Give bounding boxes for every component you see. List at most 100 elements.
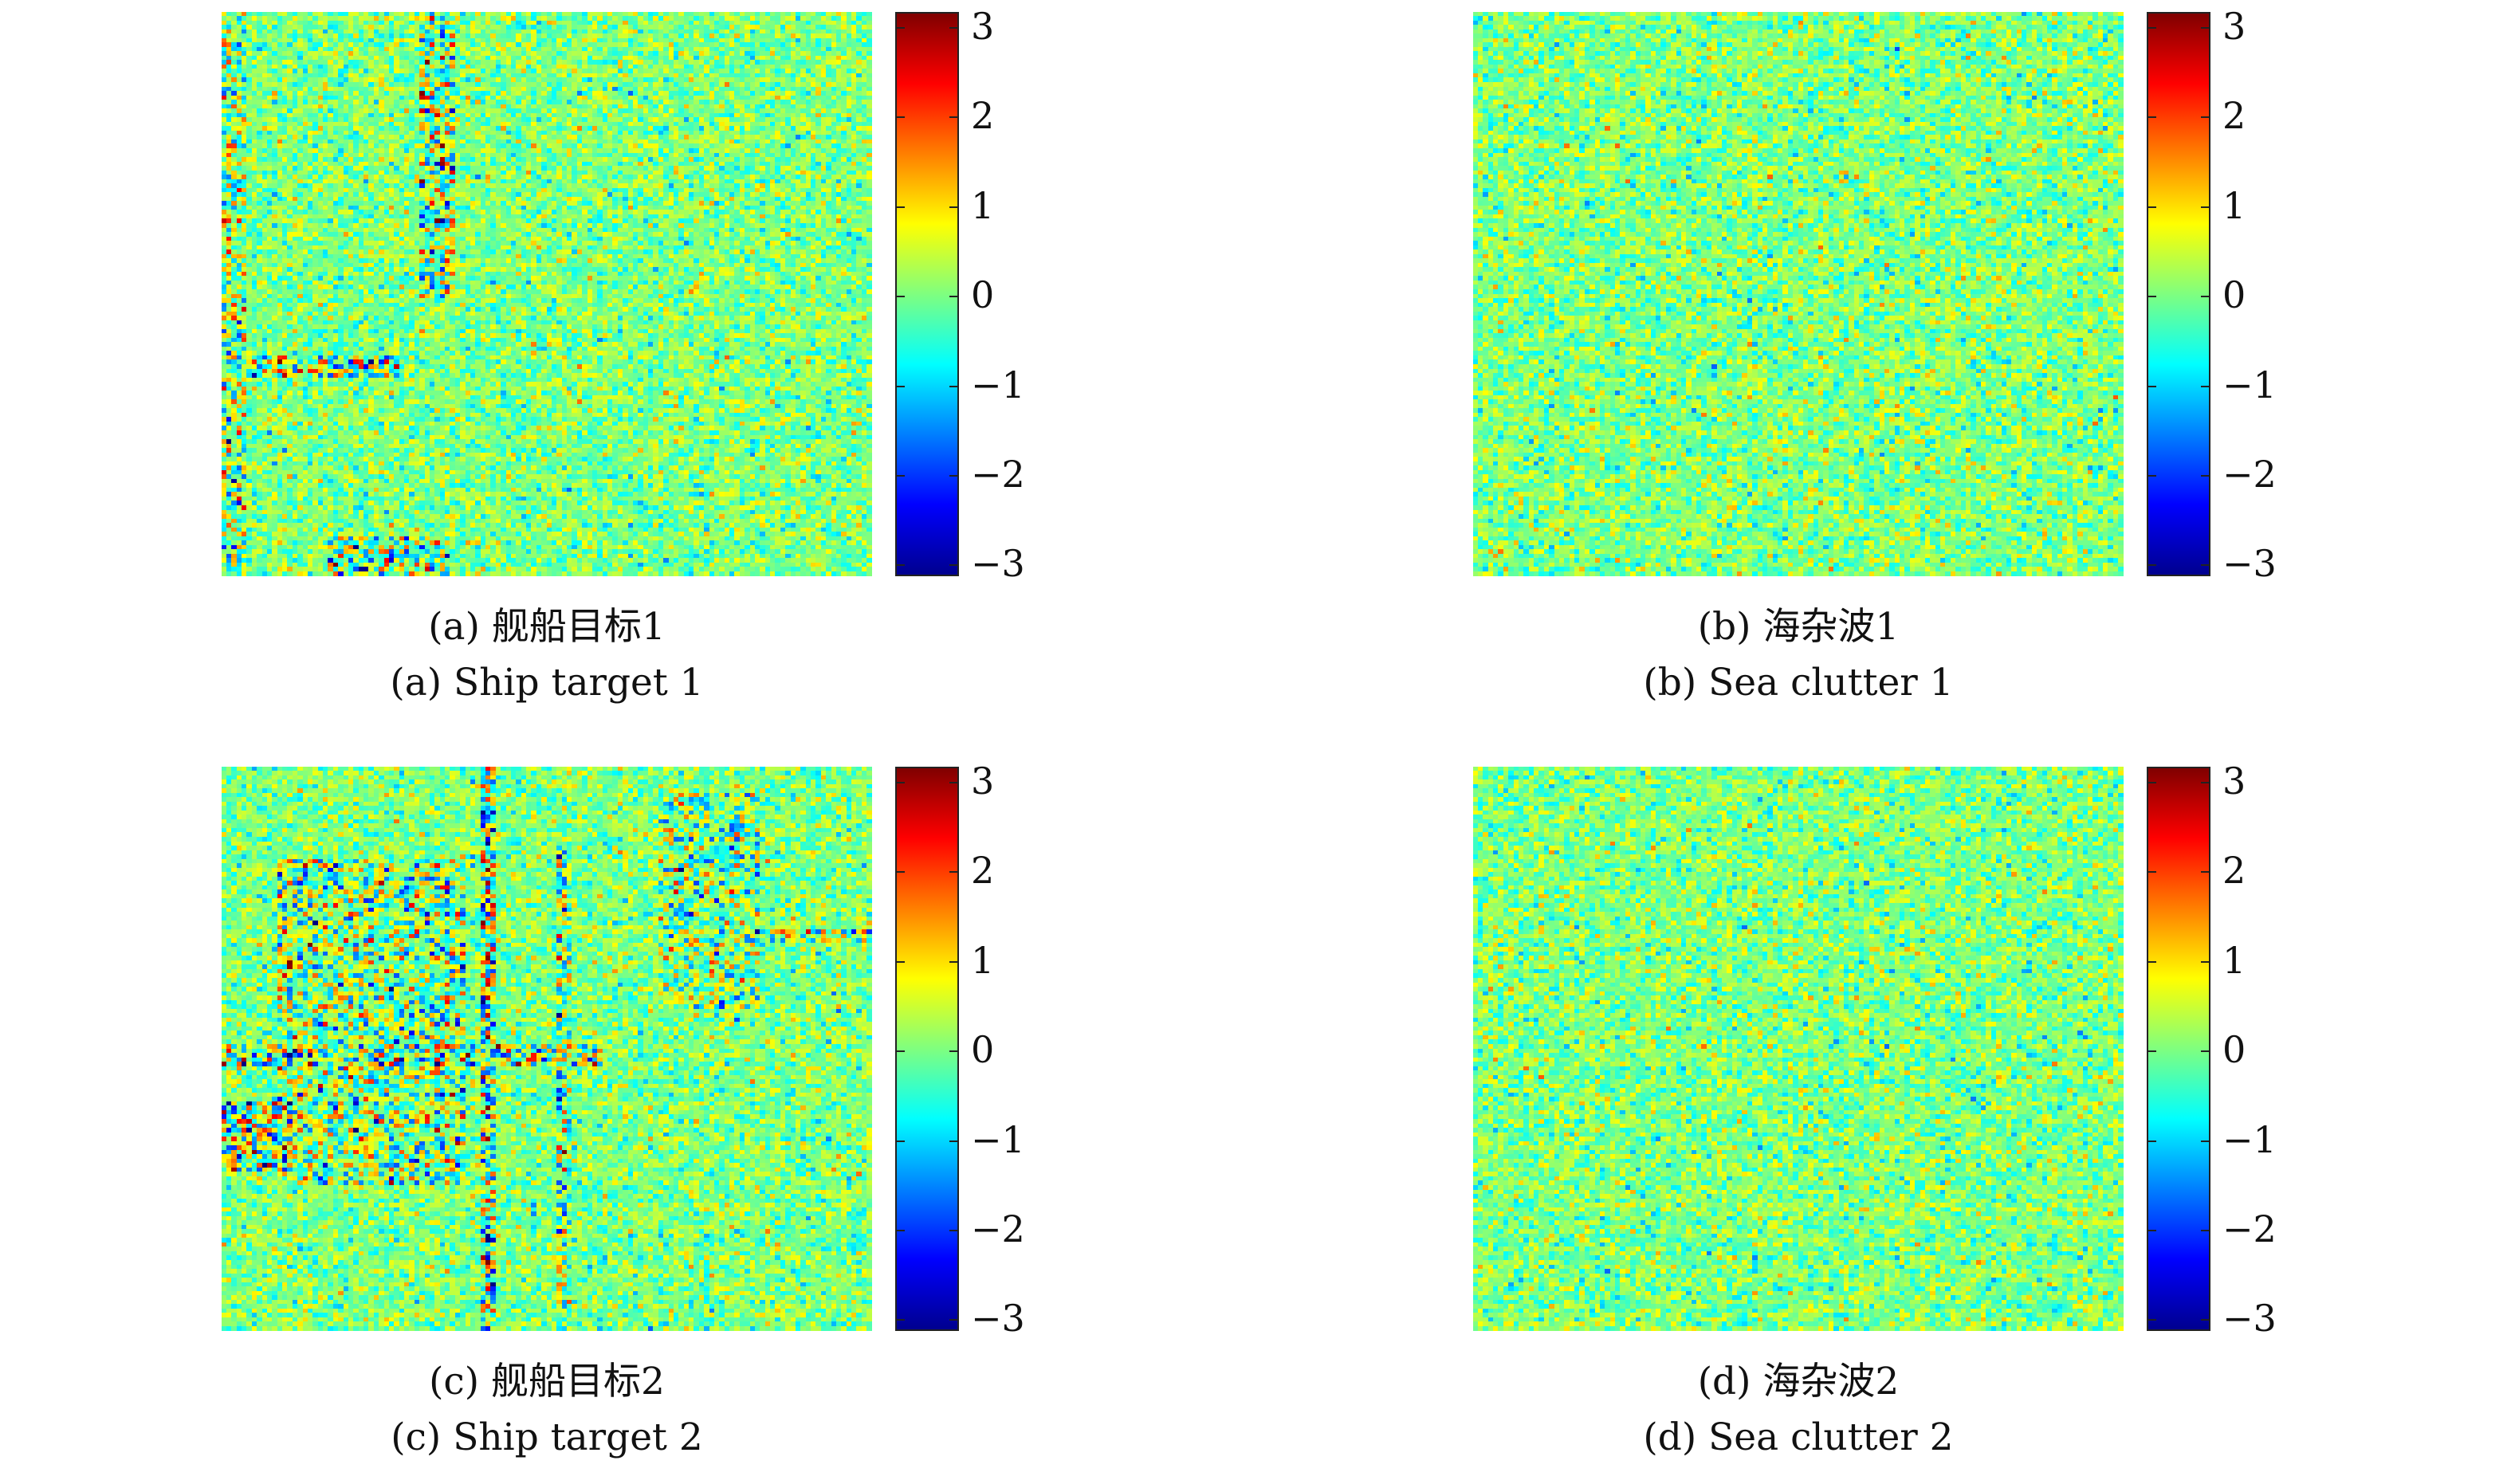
colorbar-tick-right — [2201, 475, 2209, 477]
colorbar-tick-label: 2 — [2222, 94, 2246, 137]
colorbar-tick-label: −3 — [2222, 542, 2277, 585]
colorbar-tick-label: −3 — [971, 542, 1025, 585]
colorbar-tick-label: −2 — [971, 453, 1025, 496]
colorbar-tick-right — [949, 206, 957, 208]
colorbar-tick-label: 1 — [971, 184, 995, 227]
colorbar-tick-left — [897, 1319, 905, 1321]
caption-a-en: (a) Ship target 1 — [390, 661, 704, 705]
caption-c-en: (c) Ship target 2 — [391, 1415, 703, 1459]
colorbar-tick-left — [897, 206, 905, 208]
colorbar-tick-label: 2 — [2222, 849, 2246, 892]
colorbar-tick-left — [2148, 1319, 2156, 1321]
colorbar-tick-right — [949, 961, 957, 963]
colorbar-tick-right — [949, 27, 957, 29]
colorbar-tick-label: −1 — [2222, 363, 2277, 406]
colorbar-tick-left — [897, 386, 905, 387]
heatmap-c — [222, 767, 872, 1331]
colorbar-tick-left — [2148, 1140, 2156, 1142]
colorbar-tick-left — [2148, 871, 2156, 873]
colorbar-a — [895, 12, 959, 576]
colorbar-tick-right — [2201, 871, 2209, 873]
colorbar-tick-label: 0 — [971, 273, 995, 316]
colorbar-tick-left — [897, 475, 905, 477]
panel-c: (c) 舰船目标2 (c) Ship target 2 3 2 1 0 −1 −2 −3 — [222, 763, 1025, 1484]
colorbar-tick-left — [2148, 1050, 2156, 1052]
colorbar-tick-right — [949, 1319, 957, 1321]
colorbar-tick-left — [897, 116, 905, 118]
colorbar-tick-left — [897, 296, 905, 297]
colorbar-tick-left — [897, 1140, 905, 1142]
colorbar-tick-label: 1 — [2222, 184, 2246, 227]
colorbar-tick-right — [2201, 1319, 2209, 1321]
caption-b-en: (b) Sea clutter 1 — [1643, 661, 1954, 705]
colorbar-tick-right — [2201, 1140, 2209, 1142]
colorbar-b — [2147, 12, 2210, 576]
colorbar-tick-left — [2148, 116, 2156, 118]
colorbar-tick-label: 1 — [2222, 939, 2246, 982]
colorbar-tick-right — [949, 296, 957, 297]
colorbar-tick-label: −2 — [2222, 453, 2277, 496]
colorbar-tick-right — [2201, 296, 2209, 297]
colorbar-tick-label: −1 — [2222, 1118, 2277, 1161]
colorbar-tick-left — [2148, 27, 2156, 29]
colorbar-tick-right — [949, 782, 957, 783]
colorbar-tick-label: −2 — [2222, 1207, 2277, 1250]
colorbar-tick-left — [897, 564, 905, 566]
heatmap-d — [1473, 767, 2124, 1331]
colorbar-tick-label: 3 — [2222, 760, 2246, 803]
colorbar-d — [2147, 767, 2210, 1331]
heatmap-b — [1473, 12, 2124, 576]
colorbar-tick-left — [2148, 961, 2156, 963]
colorbar-tick-left — [2148, 296, 2156, 297]
colorbar-tick-right — [2201, 961, 2209, 963]
colorbar-tick-right — [949, 564, 957, 566]
colorbar-tick-label: −1 — [971, 363, 1025, 406]
panel-d: (d) 海杂波2 (d) Sea clutter 2 3 2 1 0 −1 −2 −3 — [1473, 763, 2277, 1484]
heatmap-a — [222, 12, 872, 576]
colorbar-tick-right — [2201, 116, 2209, 118]
colorbar-tick-label: −3 — [971, 1297, 1025, 1340]
caption-d-zh: (d) 海杂波2 — [1697, 1360, 1900, 1404]
colorbar-tick-right — [2201, 206, 2209, 208]
colorbar-tick-label: 3 — [971, 760, 995, 803]
colorbar-tick-label: 3 — [971, 5, 995, 48]
colorbar-tick-left — [897, 782, 905, 783]
colorbar-tick-label: 1 — [971, 939, 995, 982]
caption-d-en: (d) Sea clutter 2 — [1643, 1415, 1954, 1459]
colorbar-tick-right — [2201, 1050, 2209, 1052]
colorbar-tick-left — [897, 871, 905, 873]
colorbar-tick-right — [949, 1230, 957, 1231]
panel-b: (b) 海杂波1 (b) Sea clutter 1 3 2 1 0 −1 −2 −3 — [1473, 8, 2277, 729]
colorbar-tick-right — [949, 1140, 957, 1142]
colorbar-tick-right — [2201, 782, 2209, 783]
colorbar-tick-label: 0 — [2222, 1028, 2246, 1071]
colorbar-tick-label: 2 — [971, 849, 995, 892]
colorbar-tick-label: 3 — [2222, 5, 2246, 48]
colorbar-tick-right — [2201, 564, 2209, 566]
colorbar-tick-label: 0 — [971, 1028, 995, 1071]
colorbar-tick-label: −1 — [971, 1118, 1025, 1161]
colorbar-tick-left — [2148, 564, 2156, 566]
colorbar-tick-left — [2148, 386, 2156, 387]
colorbar-tick-right — [949, 1050, 957, 1052]
colorbar-tick-left — [2148, 1230, 2156, 1231]
caption-a-zh: (a) 舰船目标1 — [428, 605, 666, 649]
colorbar-tick-right — [2201, 386, 2209, 387]
colorbar-tick-label: 0 — [2222, 273, 2246, 316]
colorbar-tick-left — [897, 27, 905, 29]
colorbar-tick-right — [2201, 27, 2209, 29]
colorbar-tick-label: −3 — [2222, 1297, 2277, 1340]
panel-a: (a) 舰船目标1 (a) Ship target 1 3 2 1 0 −1 −2 −3 — [222, 8, 1025, 729]
colorbar-tick-right — [949, 871, 957, 873]
caption-c-zh: (c) 舰船目标2 — [429, 1360, 665, 1404]
colorbar-tick-left — [2148, 206, 2156, 208]
colorbar-tick-right — [949, 116, 957, 118]
colorbar-tick-left — [897, 961, 905, 963]
colorbar-tick-right — [949, 386, 957, 387]
colorbar-tick-left — [897, 1230, 905, 1231]
colorbar-c — [895, 767, 959, 1331]
colorbar-tick-right — [2201, 1230, 2209, 1231]
colorbar-tick-left — [2148, 782, 2156, 783]
colorbar-tick-right — [949, 475, 957, 477]
colorbar-tick-label: 2 — [971, 94, 995, 137]
